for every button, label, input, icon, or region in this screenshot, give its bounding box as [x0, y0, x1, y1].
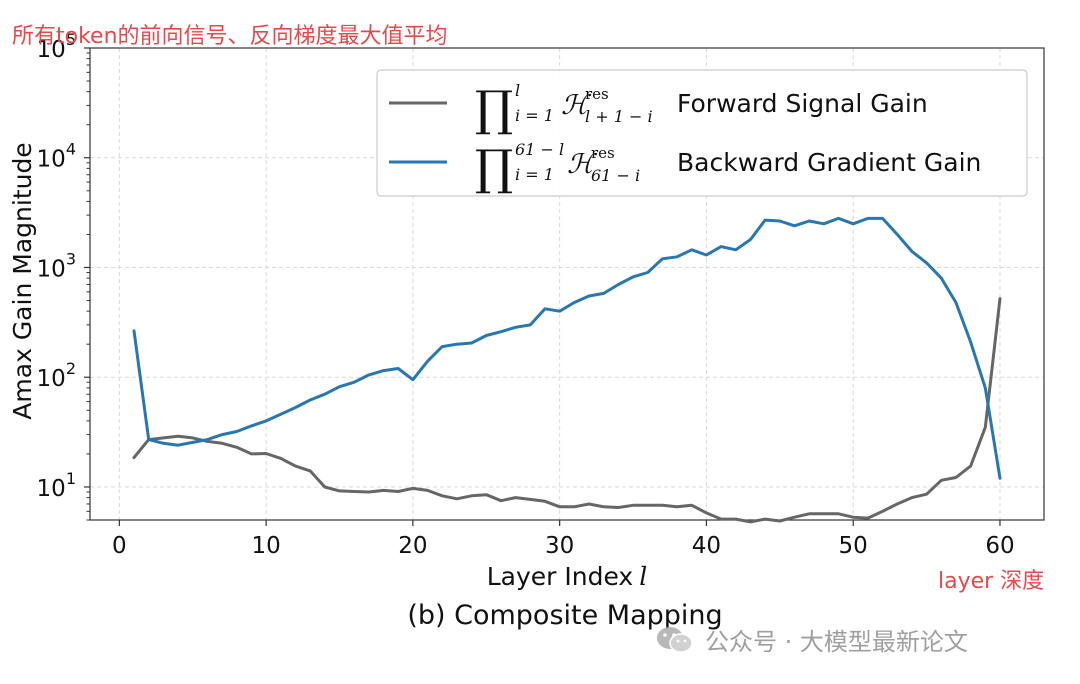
y-tick-label: 104 — [37, 140, 76, 173]
svg-text:61 − l: 61 − l — [515, 140, 564, 159]
wechat-icon — [655, 625, 695, 655]
svg-text:l: l — [515, 81, 520, 100]
svg-text:61 − i: 61 − i — [591, 166, 640, 185]
x-axis-annotation: layer 深度 — [938, 569, 1045, 594]
figure-caption: (b) Composite Mapping — [407, 600, 723, 631]
x-tick-label: 60 — [985, 533, 1014, 559]
x-axis-title-text: Layer Index — [487, 562, 633, 591]
y-axis-ticks: 101 102 103 104 105 — [37, 30, 90, 521]
top-annotation: 所有token的前向信号、反向梯度最大值平均 — [12, 24, 448, 49]
svg-text:∏: ∏ — [475, 81, 513, 137]
svg-text:i = 1: i = 1 — [515, 165, 554, 184]
svg-text:∏: ∏ — [475, 140, 513, 196]
watermark: 公众号 · 大模型最新论文 — [655, 622, 968, 657]
series-line-forward — [132, 297, 1002, 524]
svg-text:res: res — [591, 144, 615, 162]
legend-label: Backward Gradient Gain — [677, 148, 981, 177]
series-line-backward — [132, 216, 1002, 480]
x-tick-label: 50 — [839, 533, 868, 559]
svg-text:l + 1 − i: l + 1 − i — [585, 107, 653, 126]
legend-label: Forward Signal Gain — [677, 89, 928, 118]
x-axis-symbol: l — [639, 562, 647, 591]
y-tick-label: 101 — [37, 469, 76, 502]
series-lines — [132, 216, 1002, 524]
x-tick-label: 40 — [692, 533, 721, 559]
x-tick-label: 20 — [398, 533, 427, 559]
y-tick-label: 102 — [37, 359, 76, 392]
svg-text:ℋ: ℋ — [561, 90, 592, 121]
legend-box — [376, 69, 1028, 197]
watermark-text: 公众号 · 大模型最新论文 — [705, 628, 968, 656]
x-tick-label: 30 — [545, 533, 574, 559]
y-axis-title: Amax Gain Magnitude — [8, 142, 37, 419]
svg-text:i = 1: i = 1 — [515, 106, 554, 125]
x-tick-label: 0 — [112, 533, 127, 559]
x-axis-title: Layer Index l — [487, 562, 647, 591]
svg-text:res: res — [585, 85, 609, 103]
x-tick-label: 10 — [251, 533, 280, 559]
x-axis-ticks: 0 10 20 30 40 50 60 — [112, 520, 1015, 559]
svg-text:ℋ: ℋ — [567, 149, 598, 180]
y-tick-label: 105 — [37, 30, 76, 63]
y-tick-label: 103 — [37, 249, 76, 282]
